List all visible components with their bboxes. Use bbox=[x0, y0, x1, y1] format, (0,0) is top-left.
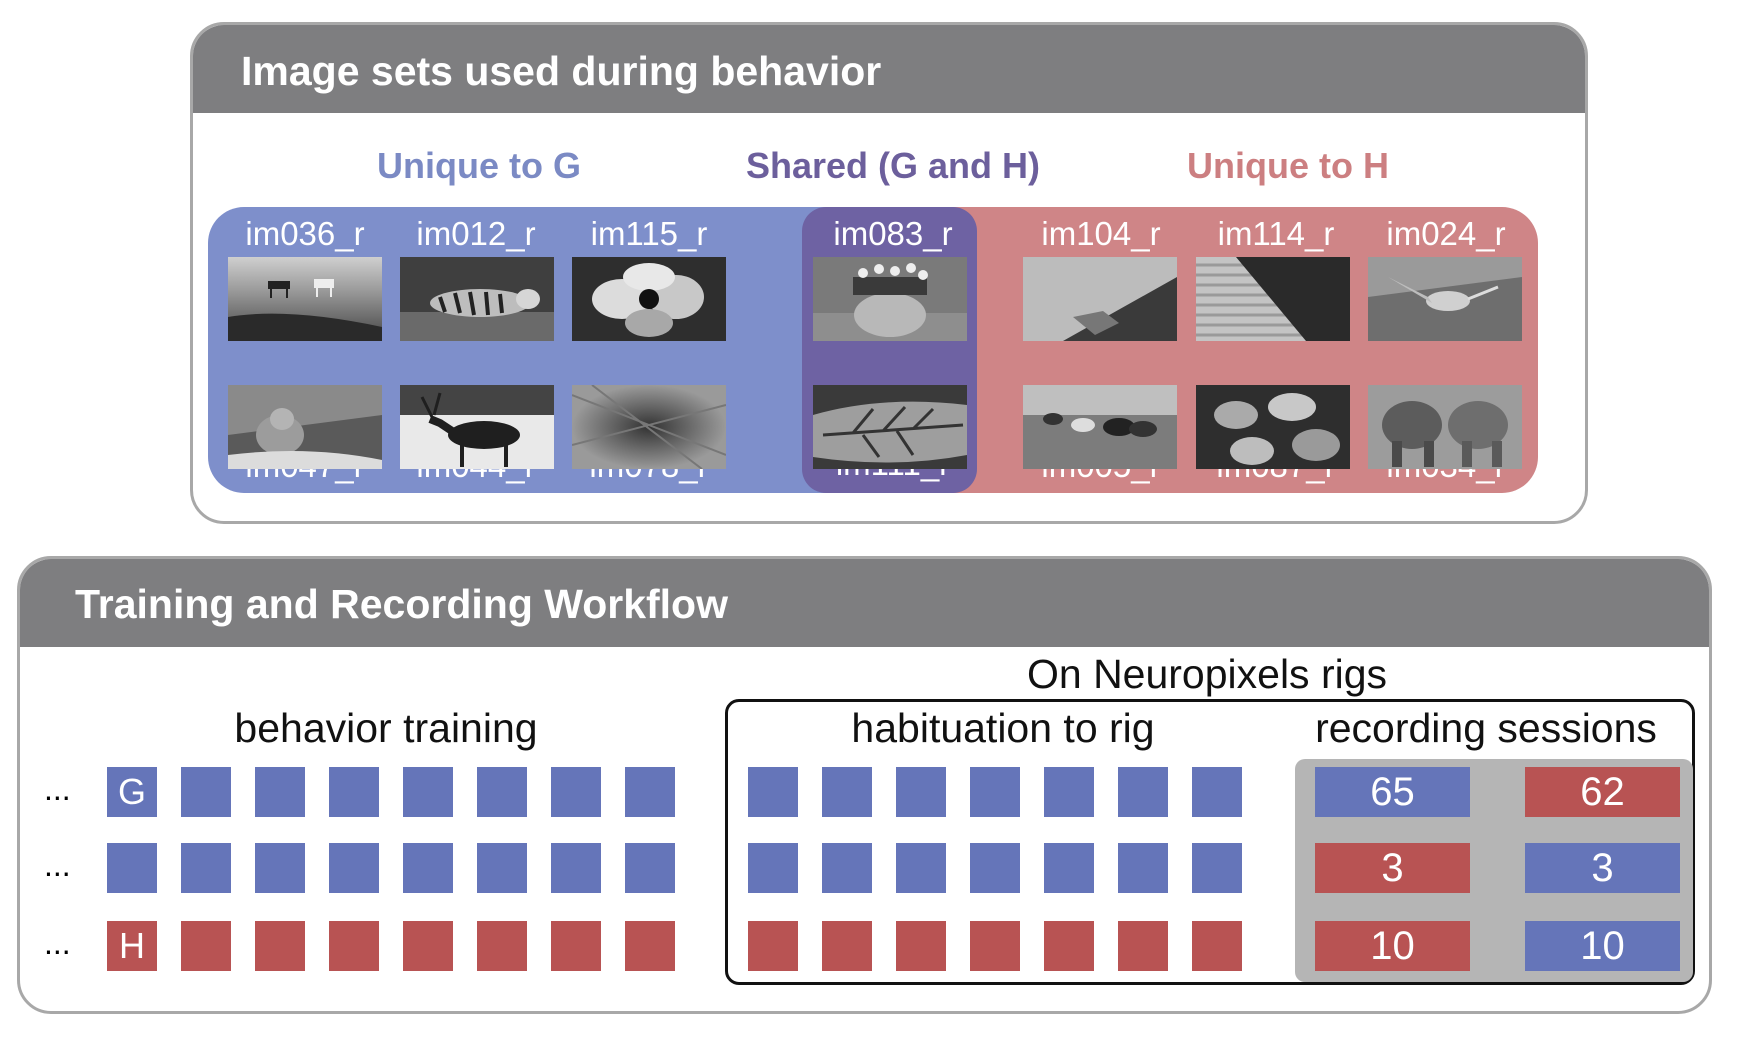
habituation-session-square bbox=[1192, 843, 1242, 893]
training-session-square bbox=[477, 921, 527, 971]
image-sets-header: Image sets used during behavior bbox=[193, 25, 1585, 113]
cattle-field-icon bbox=[1023, 385, 1177, 469]
training-session-square bbox=[477, 767, 527, 817]
flower-closeup-icon bbox=[572, 257, 726, 341]
image-label: im115_r bbox=[590, 215, 708, 252]
training-session-square bbox=[625, 921, 675, 971]
hummingbird-icon bbox=[1368, 257, 1522, 341]
rock-wall-icon bbox=[1023, 257, 1177, 341]
horses-field-icon bbox=[228, 257, 382, 341]
workflow-header: Training and Recording Workflow bbox=[20, 559, 1709, 647]
habituation-session-square bbox=[896, 843, 946, 893]
recording-session-count: 10 bbox=[1525, 921, 1680, 971]
recording-session-count: 3 bbox=[1315, 843, 1470, 893]
neuropixels-label: On Neuropixels rigs bbox=[1026, 651, 1388, 697]
training-session-square bbox=[625, 767, 675, 817]
neuropixels-box bbox=[725, 699, 1695, 985]
training-session-square bbox=[255, 767, 305, 817]
training-session-square bbox=[551, 843, 601, 893]
training-session-square bbox=[181, 843, 231, 893]
lynx-icon bbox=[228, 385, 382, 469]
training-session-square bbox=[551, 921, 601, 971]
image-label: im083_r bbox=[833, 215, 953, 252]
workflow-title: Training and Recording Workflow bbox=[75, 581, 728, 627]
training-session-square bbox=[403, 767, 453, 817]
habituation-session-square bbox=[1192, 767, 1242, 817]
training-session-square bbox=[477, 843, 527, 893]
recording-session-count: 10 bbox=[1315, 921, 1470, 971]
habituation-session-square bbox=[970, 921, 1020, 971]
habituation-session-square bbox=[748, 921, 798, 971]
habituation-session-square bbox=[1118, 921, 1168, 971]
elephants-icon bbox=[1368, 385, 1522, 469]
training-session-square bbox=[625, 843, 675, 893]
training-session-square bbox=[181, 921, 231, 971]
leaf-icon bbox=[813, 385, 967, 469]
training-session-square bbox=[551, 767, 601, 817]
training-session-square bbox=[329, 921, 379, 971]
habituation-session-square bbox=[1192, 921, 1242, 971]
habituation-label: habituation to rig bbox=[851, 705, 1155, 751]
behavior-training-label: behavior training bbox=[234, 705, 538, 751]
image-label: im104_r bbox=[1041, 215, 1161, 252]
habituation-session-square bbox=[748, 843, 798, 893]
image-label: im024_r bbox=[1386, 215, 1506, 252]
unique-h-title: Unique to H bbox=[1187, 145, 1389, 186]
habituation-session-square bbox=[822, 921, 872, 971]
tiger-water-icon bbox=[400, 257, 554, 341]
training-session-square bbox=[403, 921, 453, 971]
training-session-square bbox=[181, 767, 231, 817]
image-label: im114_r bbox=[1217, 215, 1335, 252]
training-session-square bbox=[255, 843, 305, 893]
habituation-session-square bbox=[822, 843, 872, 893]
leaves-icon bbox=[1196, 385, 1350, 469]
image-sets-title: Image sets used during behavior bbox=[241, 48, 882, 94]
unique-g-title: Unique to G bbox=[377, 145, 581, 186]
habituation-session-square bbox=[970, 767, 1020, 817]
workflow-panel: Training and Recording Workflow behavior… bbox=[17, 556, 1712, 1014]
row-ellipsis: ... bbox=[44, 847, 71, 883]
training-session-square bbox=[403, 843, 453, 893]
training-session-square bbox=[329, 843, 379, 893]
elk-icon bbox=[400, 385, 554, 469]
habituation-session-square bbox=[1044, 767, 1094, 817]
habituation-session-square bbox=[1118, 767, 1168, 817]
recording-session-count: 3 bbox=[1525, 843, 1680, 893]
row-ellipsis: ... bbox=[44, 771, 71, 807]
training-session-square bbox=[255, 921, 305, 971]
image-sets-panel: Image sets used during behavior Unique t… bbox=[190, 22, 1588, 524]
training-session-square: G bbox=[107, 767, 157, 817]
recording-sessions-label: recording sessions bbox=[1315, 705, 1657, 751]
rocky-ground-icon bbox=[572, 385, 726, 469]
training-session-square: H bbox=[107, 921, 157, 971]
habituation-session-square bbox=[748, 767, 798, 817]
habituation-session-square bbox=[1118, 843, 1168, 893]
habituation-session-square bbox=[896, 921, 946, 971]
habituation-session-square bbox=[1044, 843, 1094, 893]
flower-pot-icon bbox=[813, 257, 967, 341]
shared-title: Shared (G and H) bbox=[745, 145, 1041, 186]
training-session-square bbox=[329, 767, 379, 817]
recording-session-count: 65 bbox=[1315, 767, 1470, 817]
habituation-session-square bbox=[970, 843, 1020, 893]
habituation-session-square bbox=[1044, 921, 1094, 971]
training-session-square bbox=[107, 843, 157, 893]
striped-fabric-icon bbox=[1196, 257, 1350, 341]
recording-session-count: 62 bbox=[1525, 767, 1680, 817]
row-ellipsis: ... bbox=[44, 925, 71, 961]
image-label: im012_r bbox=[416, 215, 536, 252]
image-label: im036_r bbox=[245, 215, 365, 252]
habituation-session-square bbox=[896, 767, 946, 817]
habituation-session-square bbox=[822, 767, 872, 817]
